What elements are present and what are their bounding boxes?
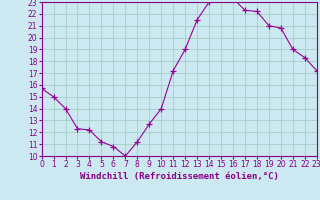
X-axis label: Windchill (Refroidissement éolien,°C): Windchill (Refroidissement éolien,°C) xyxy=(80,172,279,181)
